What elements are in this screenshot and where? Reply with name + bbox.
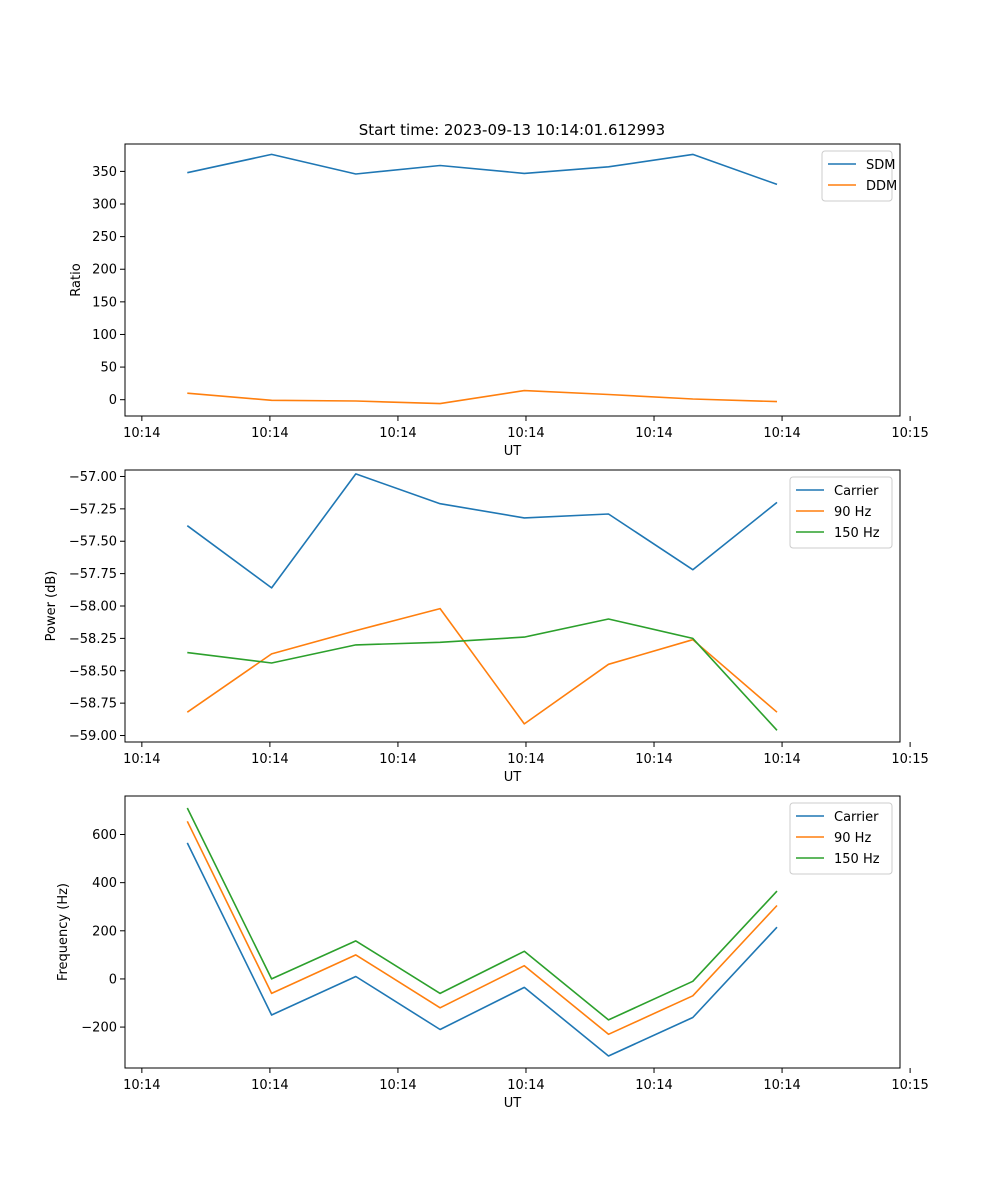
panel-1-y-tick-label: 200 (92, 263, 117, 278)
panel-1-x-tick-label: 10:14 (123, 426, 160, 441)
panel-2-y-tick-label: −58.50 (69, 664, 117, 679)
panel-1-axes-frame (124, 143, 901, 417)
panel-2-legend-label: 90 Hz (834, 505, 871, 520)
panel-1-legend-label: DDM (866, 179, 897, 194)
panel-2-legend-label: 150 Hz (834, 526, 880, 541)
panel-1-x-tick-label: 10:14 (763, 426, 800, 441)
panel-2-x-tick-label: 10:14 (379, 752, 416, 767)
panel-3-axes-frame (124, 795, 901, 1069)
panels: 10:14 10:14 10:14 10:14 10:14 10:14 10:15 0 50 10… (44, 143, 929, 1111)
panel-3-legend-label: Carrier (834, 810, 879, 825)
panel-1-x-tick-label: 10:14 (635, 426, 672, 441)
panel-1-legend-label: SDM (866, 158, 895, 173)
panel-3-x-tick-label: 10:14 (763, 1078, 800, 1093)
panel-1-x-tick-label: 10:14 (379, 426, 416, 441)
panel-2-legend-box (789, 476, 893, 549)
panel-3-series-1-line (186, 842, 778, 1057)
panel-2-series-2-line (186, 607, 778, 725)
panel-3-x-tick-label: 10:14 (379, 1078, 416, 1093)
panel-1-legend: SDM DDM (821, 150, 897, 202)
panel-2-legend-label: Carrier (834, 484, 879, 499)
frequency-panel: 10:14 10:14 10:14 10:14 10:14 10:14 10:15 −200 0… (56, 795, 929, 1111)
panel-2-y-tick-label: −57.75 (69, 567, 117, 582)
panel-2-series-3-line (187, 618, 778, 731)
panel-3-legend-box (789, 802, 893, 875)
panel-1-y-tick-label: 350 (92, 165, 117, 180)
panel-2-y-tick-label: −58.00 (69, 600, 117, 615)
panel-2-x-tick-label: 10:14 (123, 752, 160, 767)
panel-2-x-tick-label: 10:14 (635, 752, 672, 767)
figure-title: Start time: 2023-09-13 10:14:01.612993 (359, 121, 665, 139)
ratio-panel: 10:14 10:14 10:14 10:14 10:14 10:14 10:15 0 50 10… (69, 143, 929, 459)
panel-3-legend: Carrier 90 Hz 150 Hz (789, 802, 893, 875)
panel-2-y-tick-label: −58.25 (69, 632, 117, 647)
panel-2-y-tick-label: −58.75 (69, 697, 117, 712)
panel-1-x-tick-label: 10:15 (891, 426, 928, 441)
panel-1-y-tick-label: 50 (100, 361, 117, 376)
panel-3-series-2-line (186, 820, 778, 1036)
panel-2-legend: Carrier 90 Hz 150 Hz (789, 476, 893, 549)
panel-2-y-tick-label: −59.00 (69, 729, 117, 744)
panel-2-x-tick-label: 10:15 (891, 752, 928, 767)
panel-1-x-tick-label: 10:14 (507, 426, 544, 441)
panel-1-series-1-line (187, 153, 778, 186)
panel-2-y-axis-label: Power (dB) (44, 571, 59, 642)
panel-3-y-tick-label: 400 (92, 876, 117, 891)
panel-3-x-axis-label: UT (504, 1096, 522, 1111)
panel-2-axes-frame (124, 469, 901, 743)
panel-3-y-tick-label: 0 (109, 972, 117, 987)
panel-3-x-tick-label: 10:14 (251, 1078, 288, 1093)
panel-1-y-axis-label: Ratio (69, 263, 84, 296)
panel-2-x-axis-label: UT (504, 770, 522, 785)
panel-3-x-tick-label: 10:14 (507, 1078, 544, 1093)
panel-1-series-2-line (187, 389, 778, 405)
panel-2-y-tick-label: −57.50 (69, 535, 117, 550)
panel-3-y-tick-label: 200 (92, 924, 117, 939)
panel-2-y-tick-label: −57.00 (69, 470, 117, 485)
panel-1-y-tick-label: 300 (92, 198, 117, 213)
panel-2-x-tick-label: 10:14 (763, 752, 800, 767)
panel-1-y-tick-label: 250 (92, 230, 117, 245)
panel-3-legend-label: 90 Hz (834, 831, 871, 846)
panel-1-y-tick-label: 0 (109, 393, 117, 408)
panel-3-series-3-line (186, 807, 778, 1021)
panel-3-y-axis-label: Frequency (Hz) (56, 883, 71, 981)
panel-2-x-tick-label: 10:14 (251, 752, 288, 767)
panel-3-x-tick-label: 10:14 (123, 1078, 160, 1093)
panel-2-series-1-line (186, 473, 778, 589)
panel-1-x-tick-label: 10:14 (251, 426, 288, 441)
panel-3-x-tick-label: 10:14 (635, 1078, 672, 1093)
panel-3-y-tick-label: −200 (81, 1021, 117, 1036)
panel-1-x-axis-label: UT (504, 444, 522, 459)
power-panel: 10:14 10:14 10:14 10:14 10:14 10:14 10:15 −59.0… (44, 469, 929, 785)
panel-1-y-tick-label: 150 (92, 295, 117, 310)
panel-3-x-tick-label: 10:15 (891, 1078, 928, 1093)
panel-1-y-tick-label: 100 (92, 328, 117, 343)
panel-2-y-tick-label: −57.25 (69, 502, 117, 517)
panel-3-legend-label: 150 Hz (834, 852, 880, 867)
panel-3-y-tick-label: 600 (92, 828, 117, 843)
panel-2-x-tick-label: 10:14 (507, 752, 544, 767)
